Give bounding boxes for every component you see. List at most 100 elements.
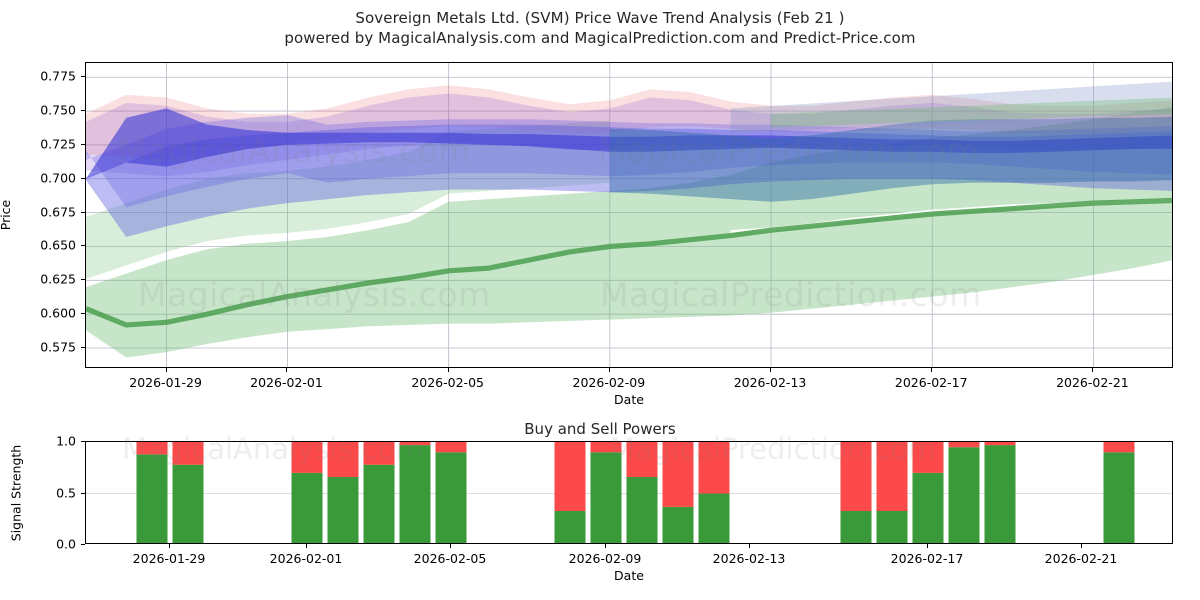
price-chart-axes [85,62,1173,368]
buy-power-bar[interactable] [626,477,658,543]
price-x-axis-title: Date [614,392,644,407]
sell-power-bar[interactable] [435,442,467,453]
buy-power-bar[interactable] [984,445,1016,543]
red-envelope-band [86,85,1172,160]
buy-sell-power-bars [86,442,1172,543]
sell-power-bar[interactable] [363,442,395,465]
price-x-tick: 2026-02-01 [250,375,323,390]
power-y-tickmark [81,544,85,545]
buy-power-bar[interactable] [554,511,586,543]
power-y-tick: 1.0 [56,433,76,449]
price-x-tickmark [165,368,167,372]
power-y-tick: 0.0 [56,536,76,552]
price-y-tickmark [81,245,85,247]
price-y-tickmark [81,313,85,315]
sell-power-bar[interactable] [912,442,944,473]
power-x-tickmark [306,544,307,548]
buy-power-bar[interactable] [698,493,730,544]
price-y-tickmark [81,143,85,145]
chart-subtitle: powered by MagicalAnalysis.com and Magic… [284,29,916,47]
buy-power-bar[interactable] [291,472,323,543]
steel-blue-late-band [609,116,1172,202]
price-y-tick: 0.725 [40,136,76,152]
power-x-tickmark [169,544,170,548]
sell-power-bar[interactable] [554,442,586,511]
purple-envelope-band [86,93,1172,177]
buy-power-bar[interactable] [948,447,980,543]
price-y-axis-title: Price [0,199,13,231]
price-y-tickmark [81,76,85,78]
green-trend-line [86,197,1172,328]
sell-power-bar[interactable] [327,442,359,477]
sell-power-bar[interactable] [172,442,204,465]
buy-power-bar[interactable] [363,464,395,543]
price-y-tickmark [81,177,85,179]
price-x-tickmark [608,368,610,372]
power-x-tick: 2026-02-17 [890,551,964,566]
power-x-tick: 2026-01-29 [132,551,206,566]
price-y-tick: 0.600 [40,305,76,321]
power-chart-axes [85,441,1173,544]
green-outer-band [86,107,1172,358]
sell-power-bar[interactable] [590,442,622,453]
pale-blue-top-right-band [730,81,1172,133]
buy-power-bar[interactable] [912,472,944,543]
price-x-tickmark [931,368,933,372]
sell-power-bar[interactable] [948,442,980,448]
sell-power-bar[interactable] [698,442,730,494]
sell-power-bar[interactable] [840,442,872,511]
buy-power-bar[interactable] [840,511,872,543]
buy-power-bar[interactable] [172,464,204,543]
price-x-tick: 2026-02-21 [1056,375,1129,390]
price-y-tick: 0.700 [40,170,76,186]
price-plot-surface [86,63,1172,367]
sell-power-bar[interactable] [1103,442,1135,453]
price-x-tickmark [286,368,288,372]
price-y-tick: 0.750 [40,102,76,118]
power-x-tick: 2026-02-01 [269,551,343,566]
price-y-tick: 0.675 [40,204,76,220]
price-x-tick: 2026-02-17 [894,375,968,390]
buy-power-bar[interactable] [327,477,359,543]
power-y-axis-title: Signal Strength [8,444,24,542]
price-x-tickmark [770,368,772,372]
sell-power-bar[interactable] [626,442,658,477]
sell-power-bar[interactable] [662,442,694,507]
sell-power-bar[interactable] [291,442,323,473]
price-y-tick: 0.625 [40,271,76,287]
blue-core-band [86,108,1172,179]
buy-power-bar[interactable] [876,511,908,543]
power-x-axis-title: Date [614,568,644,583]
buy-power-bar[interactable] [590,452,622,543]
sell-power-bar[interactable] [399,442,431,446]
buy-power-bar[interactable] [435,452,467,543]
power-x-tickmark [450,544,451,548]
buy-power-bar[interactable] [662,506,694,543]
price-x-tick: 2026-02-09 [572,375,646,390]
sell-power-bar[interactable] [136,442,168,455]
buy-power-bar[interactable] [1103,452,1135,543]
power-x-tick: 2026-02-21 [1044,551,1118,566]
buy-power-bar[interactable] [136,454,168,543]
price-y-tickmark [81,211,85,213]
power-x-tickmark [927,544,928,548]
price-x-tick: 2026-02-05 [411,375,484,390]
green-top-right-band [771,97,1172,128]
power-chart-title: Buy and Sell Powers [524,420,676,438]
sell-power-bar[interactable] [984,442,1016,446]
power-x-tick: 2026-02-09 [568,551,642,566]
chart-title: Sovereign Metals Ltd. (SVM) Price Wave T… [355,9,845,27]
power-plot-surface [86,442,1172,543]
sell-power-bar[interactable] [876,442,908,511]
price-wave-bands [86,63,1172,367]
buy-power-bar[interactable] [399,445,431,543]
power-x-tickmark [749,544,750,548]
power-y-tick: 0.5 [56,485,76,500]
power-x-tick: 2026-02-13 [712,551,786,566]
green-upper-wisp-band [86,120,610,279]
power-x-tickmark [1081,544,1082,548]
price-x-tick: 2026-01-29 [129,375,202,390]
power-x-tick: 2026-02-05 [413,551,487,566]
blue-outer-band [86,124,1172,237]
